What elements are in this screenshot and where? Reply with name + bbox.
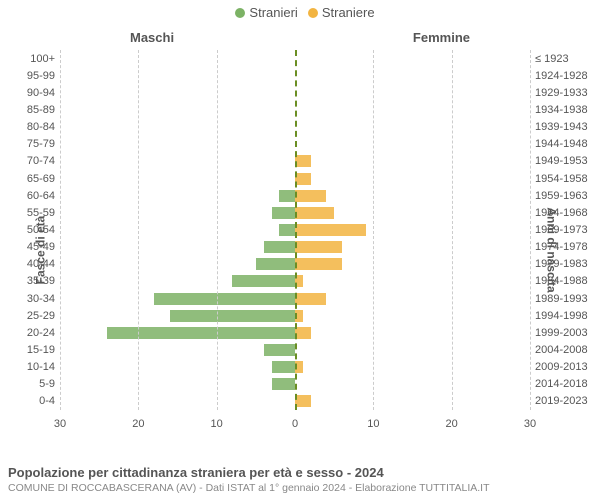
legend-label: Straniere — [322, 5, 375, 20]
age-label: 50-54 — [5, 224, 55, 236]
legend-label: Stranieri — [249, 5, 297, 20]
year-label: 1934-1938 — [535, 104, 595, 116]
year-label: 1929-1933 — [535, 87, 595, 99]
bar-male — [279, 224, 295, 236]
bar-male — [264, 344, 295, 356]
column-title-male: Maschi — [130, 30, 174, 45]
bar-female — [295, 224, 366, 236]
bar-male — [232, 275, 295, 287]
x-tick-label: 10 — [211, 418, 223, 430]
bar-female — [295, 155, 311, 167]
bar-male — [170, 310, 295, 322]
age-label: 30-34 — [5, 293, 55, 305]
year-label: 1949-1953 — [535, 155, 595, 167]
x-tick-label: 10 — [367, 418, 379, 430]
bar-female — [295, 395, 311, 407]
bar-female — [295, 293, 326, 305]
bar-male — [272, 361, 296, 373]
age-label: 70-74 — [5, 155, 55, 167]
year-label: 2014-2018 — [535, 378, 595, 390]
year-label: 1954-1958 — [535, 173, 595, 185]
year-label: 2004-2008 — [535, 344, 595, 356]
chart-subtitle: COMUNE DI ROCCABASCERANA (AV) - Dati IST… — [8, 482, 592, 494]
x-tick-label: 30 — [524, 418, 536, 430]
bar-male — [272, 207, 296, 219]
x-tick-label: 20 — [446, 418, 458, 430]
year-label: 1974-1978 — [535, 241, 595, 253]
grid-line — [217, 50, 218, 410]
age-label: 65-69 — [5, 173, 55, 185]
year-label: 1979-1983 — [535, 258, 595, 270]
age-label: 95-99 — [5, 70, 55, 82]
legend: Stranieri Straniere — [0, 4, 600, 20]
year-label: 1924-1928 — [535, 70, 595, 82]
grid-line — [60, 50, 61, 410]
x-tick-label: 20 — [132, 418, 144, 430]
grid-line — [138, 50, 139, 410]
age-label: 35-39 — [5, 275, 55, 287]
age-label: 5-9 — [5, 378, 55, 390]
legend-dot — [235, 8, 245, 18]
grid-line — [373, 50, 374, 410]
bar-female — [295, 190, 326, 202]
year-label: 1984-1988 — [535, 275, 595, 287]
bar-female — [295, 327, 311, 339]
center-line — [295, 50, 297, 410]
age-label: 10-14 — [5, 361, 55, 373]
year-label: ≤ 1923 — [535, 53, 595, 65]
year-label: 1964-1968 — [535, 207, 595, 219]
year-label: 1989-1993 — [535, 293, 595, 305]
year-label: 2019-2023 — [535, 395, 595, 407]
year-label: 1999-2003 — [535, 327, 595, 339]
x-tick-label: 0 — [292, 418, 298, 430]
bar-female — [295, 241, 342, 253]
plot-area: 100+≤ 192395-991924-192890-941929-193385… — [60, 50, 530, 430]
bar-male — [279, 190, 295, 202]
chart-title: Popolazione per cittadinanza straniera p… — [8, 465, 592, 480]
age-label: 45-49 — [5, 241, 55, 253]
bar-male — [272, 378, 296, 390]
age-label: 0-4 — [5, 395, 55, 407]
age-label: 55-59 — [5, 207, 55, 219]
year-label: 2009-2013 — [535, 361, 595, 373]
column-title-female: Femmine — [413, 30, 470, 45]
age-label: 20-24 — [5, 327, 55, 339]
year-label: 1994-1998 — [535, 310, 595, 322]
grid-line — [452, 50, 453, 410]
age-label: 60-64 — [5, 190, 55, 202]
year-label: 1969-1973 — [535, 224, 595, 236]
age-label: 40-44 — [5, 258, 55, 270]
bar-male — [154, 293, 295, 305]
age-label: 15-19 — [5, 344, 55, 356]
bar-male — [256, 258, 295, 270]
legend-dot — [308, 8, 318, 18]
age-label: 80-84 — [5, 121, 55, 133]
grid-line — [530, 50, 531, 410]
bar-male — [107, 327, 295, 339]
bar-female — [295, 173, 311, 185]
age-label: 90-94 — [5, 87, 55, 99]
bar-female — [295, 207, 334, 219]
year-label: 1939-1943 — [535, 121, 595, 133]
age-label: 85-89 — [5, 104, 55, 116]
footer: Popolazione per cittadinanza straniera p… — [8, 465, 592, 494]
age-label: 75-79 — [5, 138, 55, 150]
bar-male — [264, 241, 295, 253]
bar-female — [295, 258, 342, 270]
year-label: 1944-1948 — [535, 138, 595, 150]
age-label: 25-29 — [5, 310, 55, 322]
chart-container: { "legend": { "items": [ { "label": "Str… — [0, 0, 600, 500]
age-label: 100+ — [5, 53, 55, 65]
x-tick-label: 30 — [54, 418, 66, 430]
year-label: 1959-1963 — [535, 190, 595, 202]
